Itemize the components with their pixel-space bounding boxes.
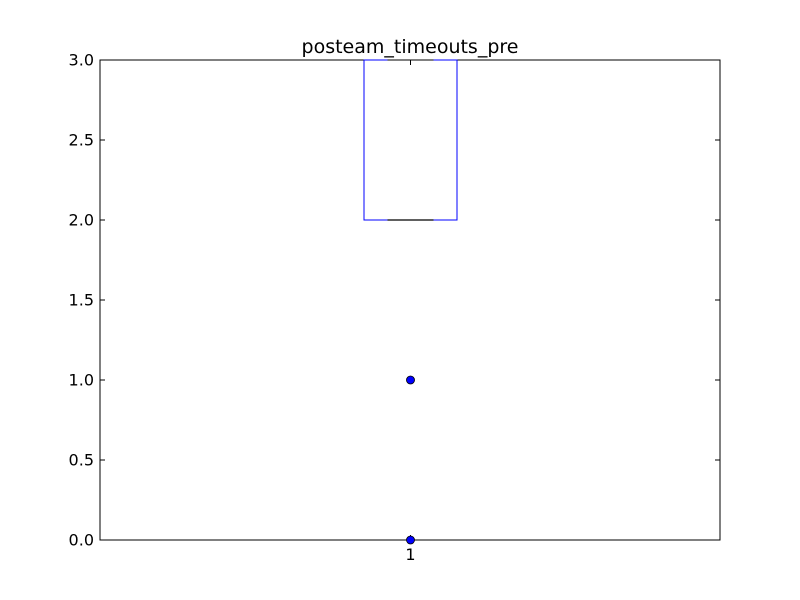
plot-frame — [99, 59, 721, 541]
y-tick-label: 1.0 — [69, 371, 94, 390]
y-tick-label: 1.5 — [69, 291, 94, 310]
boxes-layer — [363, 59, 458, 545]
y-tick-label: 3.0 — [69, 51, 94, 70]
flier-point — [406, 535, 415, 545]
box-iqr — [363, 59, 458, 221]
x-tick-label: 1 — [405, 545, 415, 564]
y-axis: 0.0 0.5 1.0 1.5 2.0 2.5 3.0 — [69, 51, 720, 550]
y-tick-label: 0.5 — [69, 451, 94, 470]
y-tick-label: 0.0 — [69, 531, 94, 550]
chart-title: posteam_timeouts_pre — [302, 36, 519, 58]
x-axis: 1 — [405, 60, 416, 564]
y-tick-label: 2.5 — [69, 131, 94, 150]
y-tick-label: 2.0 — [69, 211, 94, 230]
flier-point — [406, 375, 415, 385]
